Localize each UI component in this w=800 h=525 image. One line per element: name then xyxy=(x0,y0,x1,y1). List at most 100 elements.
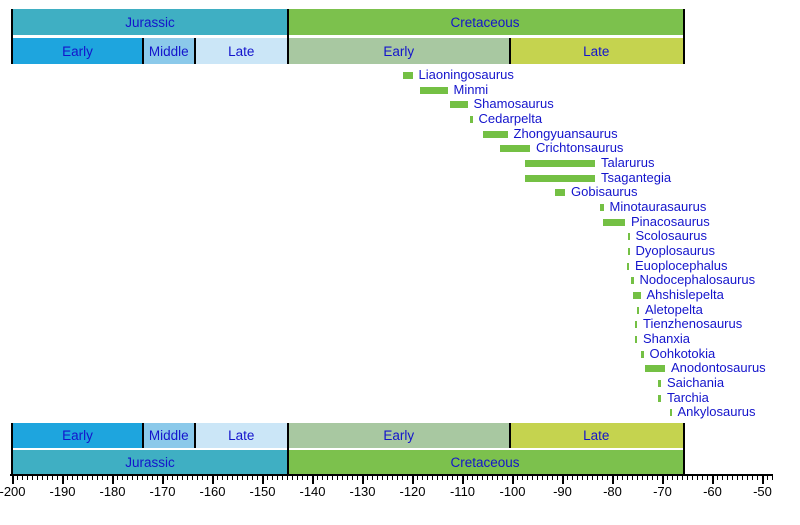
taxon-label-nodocephalosaurus[interactable]: Nodocephalosaurus xyxy=(639,272,756,288)
range-bar-shanxia xyxy=(634,335,637,343)
period-segment-cretaceous[interactable]: Cretaceous xyxy=(287,450,683,474)
axis-minor-tick xyxy=(627,476,628,480)
axis-minor-tick xyxy=(432,476,433,480)
axis-minor-tick xyxy=(77,476,78,480)
axis-major-tick xyxy=(111,476,114,484)
taxon-label-liaoningosaurus[interactable]: Liaoningosaurus xyxy=(418,67,514,82)
axis-minor-tick xyxy=(307,476,308,480)
axis-major-tick xyxy=(61,476,64,484)
axis-minor-tick xyxy=(717,476,718,480)
axis-minor-tick xyxy=(417,476,418,480)
epoch-segment-early[interactable]: Early xyxy=(287,38,510,64)
axis-minor-tick xyxy=(702,476,703,480)
epoch-segment-early[interactable]: Early xyxy=(12,38,143,64)
period-segment-cretaceous[interactable]: Cretaceous xyxy=(287,9,683,35)
axis-minor-tick xyxy=(442,476,443,480)
taxon-label-shanxia[interactable]: Shanxia xyxy=(643,331,690,346)
taxon-label-ankylosaurus[interactable]: Ankylosaurus xyxy=(677,404,756,420)
axis-minor-tick xyxy=(677,476,678,480)
axis-minor-tick xyxy=(97,476,98,480)
axis-major-tick xyxy=(511,476,514,484)
taxon-label-crichtonsaurus[interactable]: Crichtonsaurus xyxy=(536,140,624,156)
axis-minor-tick xyxy=(632,476,633,480)
range-bar-ankylosaurus xyxy=(669,409,672,417)
boundary-line-145ma xyxy=(286,9,289,64)
taxon-label-tsagantegia[interactable]: Tsagantegia xyxy=(601,169,672,185)
taxon-label-minmi[interactable]: Minmi xyxy=(453,81,489,97)
axis-tick-label: -160 xyxy=(199,484,226,499)
epoch-segment-early[interactable]: Early xyxy=(12,423,143,448)
taxon-label-shamosaurus[interactable]: Shamosaurus xyxy=(473,96,554,112)
taxon-label-minotaurasaurus[interactable]: Minotaurasaurus xyxy=(609,199,707,214)
taxon-label-cedarpelta[interactable]: Cedarpelta xyxy=(478,111,543,126)
axis-minor-tick xyxy=(322,476,323,480)
axis-minor-tick xyxy=(282,476,283,480)
axis-minor-tick xyxy=(297,476,298,480)
axis-minor-tick xyxy=(127,476,128,480)
axis-minor-tick xyxy=(752,476,753,480)
taxon-label-euoplocephalus[interactable]: Euoplocephalus xyxy=(635,257,728,273)
axis-tick-label: -110 xyxy=(449,484,476,499)
taxon-label-ahshislepelta[interactable]: Ahshislepelta xyxy=(646,287,724,302)
period-segment-jurassic[interactable]: Jurassic xyxy=(12,9,288,35)
axis-minor-tick xyxy=(602,476,603,480)
axis-minor-tick xyxy=(267,476,268,480)
taxon-label-gobisaurus[interactable]: Gobisaurus xyxy=(571,184,638,200)
range-bar-pinacosaurus xyxy=(602,218,625,226)
taxon-label-aletopelta[interactable]: Aletopelta xyxy=(645,301,703,317)
axis-minor-tick xyxy=(572,476,573,480)
axis-minor-tick xyxy=(402,476,403,480)
taxon-label-tienzhenosaurus[interactable]: Tienzhenosaurus xyxy=(643,316,743,332)
axis-minor-tick xyxy=(387,476,388,480)
axis-minor-tick xyxy=(682,476,683,480)
axis-minor-tick xyxy=(492,476,493,480)
axis-minor-tick xyxy=(222,476,223,480)
axis-minor-tick xyxy=(477,476,478,480)
axis-minor-tick xyxy=(42,476,43,480)
axis-minor-tick xyxy=(497,476,498,480)
axis-minor-tick xyxy=(747,476,748,480)
axis-minor-tick xyxy=(147,476,148,480)
axis-minor-tick xyxy=(532,476,533,480)
taxon-label-oohkotokia[interactable]: Oohkotokia xyxy=(649,345,716,361)
epoch-segment-late[interactable]: Late xyxy=(510,423,683,448)
period-segment-jurassic[interactable]: Jurassic xyxy=(12,450,288,474)
taxon-label-talarurus[interactable]: Talarurus xyxy=(601,155,655,170)
axis-major-tick xyxy=(611,476,614,484)
axis-minor-tick xyxy=(437,476,438,480)
epoch-segment-late[interactable]: Late xyxy=(510,38,683,64)
axis-minor-tick xyxy=(182,476,183,480)
axis-minor-tick xyxy=(502,476,503,480)
axis-tick-label: -170 xyxy=(149,484,176,499)
epoch-segment-middle[interactable]: Middle xyxy=(142,38,195,64)
range-bar-minotaurasaurus xyxy=(600,203,604,211)
axis-minor-tick xyxy=(672,476,673,480)
taxon-label-zhongyuansaurus[interactable]: Zhongyuansaurus xyxy=(513,125,618,141)
axis-minor-tick xyxy=(52,476,53,480)
epoch-segment-early[interactable]: Early xyxy=(287,423,510,448)
axis-minor-tick xyxy=(187,476,188,480)
epoch-segment-middle[interactable]: Middle xyxy=(142,423,195,448)
axis-minor-tick xyxy=(27,476,28,480)
axis-minor-tick xyxy=(392,476,393,480)
axis-minor-tick xyxy=(667,476,668,480)
axis-minor-tick xyxy=(137,476,138,480)
taxon-label-tarchia[interactable]: Tarchia xyxy=(667,389,709,405)
epoch-segment-late[interactable]: Late xyxy=(195,38,288,64)
taxon-label-anodontosaurus[interactable]: Anodontosaurus xyxy=(671,360,766,376)
axis-minor-tick xyxy=(727,476,728,480)
epoch-segment-late[interactable]: Late xyxy=(195,423,288,448)
range-bar-cedarpelta xyxy=(470,115,473,123)
axis-minor-tick xyxy=(327,476,328,480)
axis-minor-tick xyxy=(487,476,488,480)
taxon-label-scolosaurus[interactable]: Scolosaurus xyxy=(635,228,708,244)
taxon-label-saichania[interactable]: Saichania xyxy=(667,375,725,390)
axis-minor-tick xyxy=(22,476,23,480)
taxon-label-dyoplosaurus[interactable]: Dyoplosaurus xyxy=(635,243,716,258)
taxon-label-pinacosaurus[interactable]: Pinacosaurus xyxy=(631,213,710,229)
axis-minor-tick xyxy=(247,476,248,480)
axis-minor-tick xyxy=(302,476,303,480)
range-bar-anodontosaurus xyxy=(645,365,665,373)
axis-minor-tick xyxy=(292,476,293,480)
axis-major-tick xyxy=(561,476,564,484)
